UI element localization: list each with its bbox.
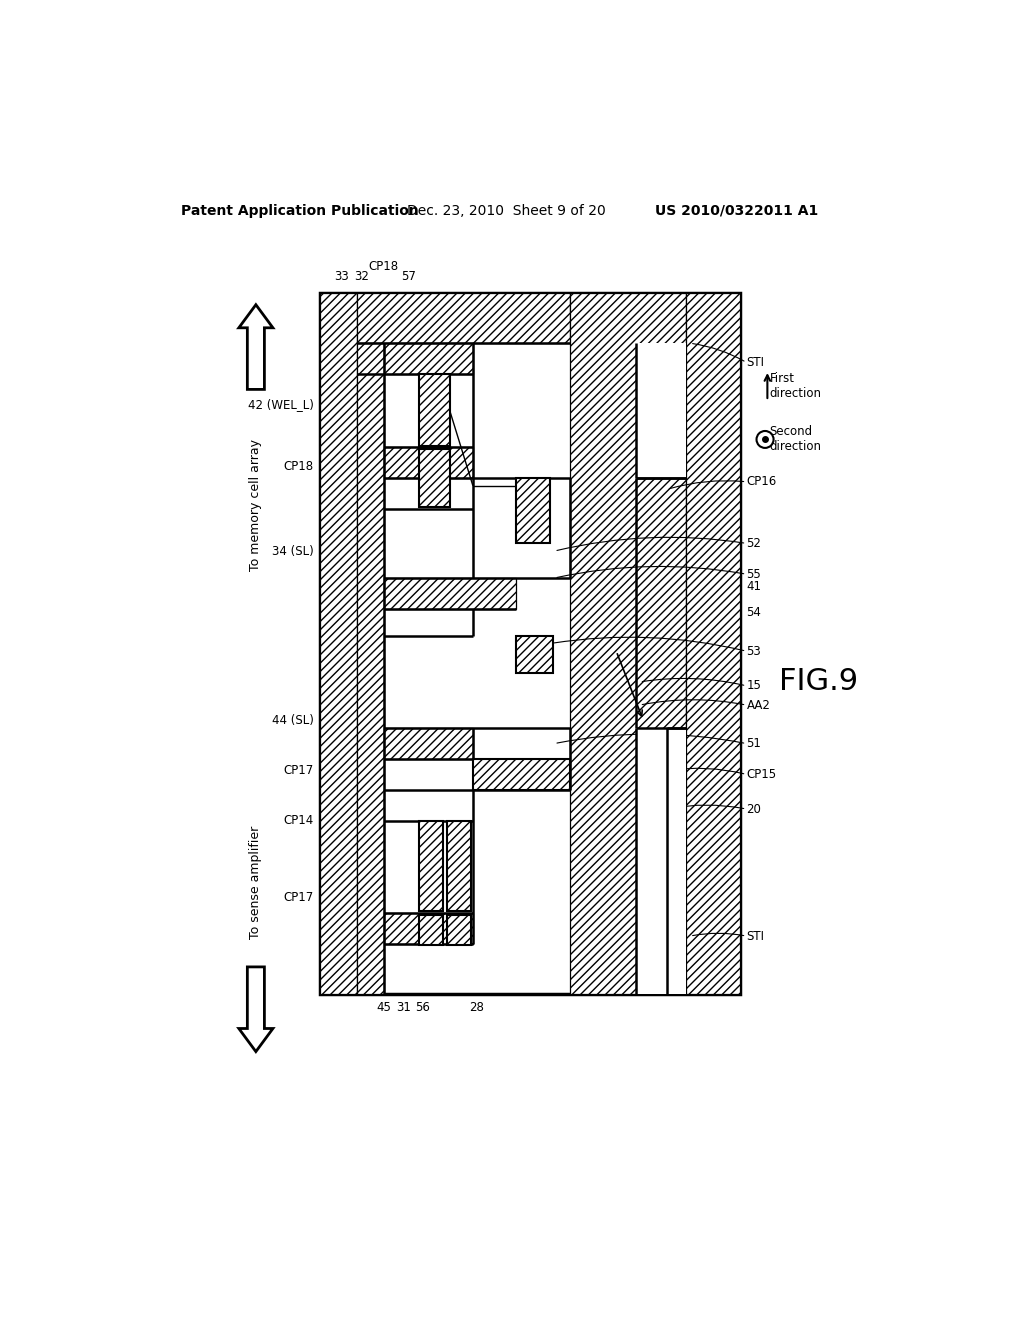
Bar — [356, 343, 384, 994]
Bar — [419, 449, 450, 507]
Text: US 2010/0322011 A1: US 2010/0322011 A1 — [655, 203, 818, 218]
Bar — [446, 821, 471, 911]
Bar — [384, 578, 515, 609]
Bar — [636, 729, 686, 994]
Bar — [446, 915, 471, 945]
Bar — [384, 729, 473, 759]
Text: 34 (SL): 34 (SL) — [272, 545, 314, 557]
Bar — [384, 913, 473, 944]
Bar — [569, 293, 686, 994]
Bar — [419, 915, 443, 945]
Text: 53: 53 — [746, 644, 761, 657]
Text: Dec. 23, 2010  Sheet 9 of 20: Dec. 23, 2010 Sheet 9 of 20 — [407, 203, 606, 218]
Text: CP18: CP18 — [284, 459, 314, 473]
Bar — [419, 821, 443, 911]
Bar — [515, 636, 553, 673]
Text: To sense amplifier: To sense amplifier — [250, 825, 262, 939]
Bar — [515, 478, 550, 544]
Text: AA2: AA2 — [746, 698, 770, 711]
Bar — [384, 447, 473, 478]
Text: CP17: CP17 — [284, 764, 314, 777]
Text: 42 (WEL_L): 42 (WEL_L) — [248, 399, 314, 412]
Text: 20: 20 — [746, 803, 761, 816]
Text: 54: 54 — [746, 606, 761, 619]
Text: 57: 57 — [401, 269, 416, 282]
Text: 55: 55 — [746, 568, 761, 581]
Text: First
direction: First direction — [770, 371, 821, 400]
Text: 51: 51 — [746, 737, 761, 750]
FancyArrow shape — [239, 305, 273, 389]
Text: 15: 15 — [746, 680, 761, 693]
Text: 52: 52 — [746, 537, 761, 550]
Text: CP14: CP14 — [284, 814, 314, 828]
Text: CP15: CP15 — [746, 768, 776, 781]
Text: 28: 28 — [469, 1001, 484, 1014]
Text: 32: 32 — [354, 269, 370, 282]
Text: 44 (SL): 44 (SL) — [272, 714, 314, 727]
Text: CP18: CP18 — [369, 260, 398, 273]
Bar — [636, 343, 686, 478]
Text: STI: STI — [746, 929, 765, 942]
Text: Second
direction: Second direction — [770, 425, 821, 454]
FancyArrow shape — [239, 966, 273, 1052]
Text: 31: 31 — [395, 1001, 411, 1014]
Text: 45: 45 — [376, 1001, 391, 1014]
Text: 56: 56 — [415, 1001, 430, 1014]
Bar — [321, 293, 356, 994]
Text: Patent Application Publication: Patent Application Publication — [180, 203, 419, 218]
Bar — [384, 343, 473, 374]
Bar — [356, 293, 569, 343]
Bar — [686, 293, 740, 994]
Text: 33: 33 — [334, 269, 348, 282]
Text: CP17: CP17 — [284, 891, 314, 904]
Text: To memory cell array: To memory cell array — [250, 438, 262, 572]
Bar — [321, 293, 740, 994]
Bar — [473, 759, 569, 789]
Bar — [419, 374, 450, 446]
Text: FIG.9: FIG.9 — [779, 668, 858, 697]
Text: STI: STI — [746, 356, 765, 370]
Text: 41: 41 — [746, 581, 762, 594]
Text: CP16: CP16 — [746, 475, 776, 488]
